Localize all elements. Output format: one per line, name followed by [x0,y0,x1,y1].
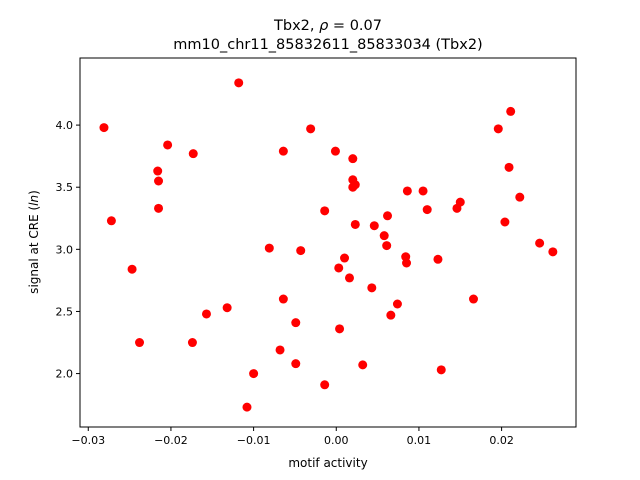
x-tick-label-4: 0.01 [407,434,432,447]
data-point-54 [500,217,510,227]
data-point-45 [402,186,412,196]
x-tick-label-3: 0.00 [324,434,349,447]
data-point-29 [344,273,354,283]
data-point-40 [383,211,393,221]
data-point-38 [379,231,389,241]
x-tick-label-5: 0.02 [489,434,514,447]
data-point-42 [392,299,402,309]
data-point-39 [382,241,392,251]
data-point-18 [278,294,288,304]
y-tick-label-1: 2.5 [56,305,74,318]
y-axis-label: signal at CRE (ln) [27,190,41,294]
data-point-36 [367,283,377,293]
data-point-16 [275,345,285,355]
data-point-9 [187,338,197,348]
data-point-58 [535,238,545,248]
data-point-53 [493,124,503,134]
data-point-59 [548,247,558,257]
data-point-22 [306,124,316,134]
data-point-33 [350,180,360,190]
x-tick-label-0: −0.03 [71,434,105,447]
data-point-34 [350,219,360,229]
data-point-8 [188,149,198,159]
data-point-7 [163,140,173,150]
x-axis: −0.03 −0.02 −0.01 0.00 0.01 0.02 [71,427,514,447]
y-axis-label-italic: ln [27,195,41,206]
y-axis-label-suffix: ) [27,190,41,195]
chart-title-suffix: = 0.07 [328,18,382,34]
data-point-6 [154,203,164,213]
data-point-20 [291,359,301,369]
data-point-26 [334,263,344,273]
data-point-28 [340,253,350,263]
data-point-0 [99,123,109,133]
chart-title-line1: Tbx2, ρ = 0.07 [273,18,382,34]
y-axis-label-prefix: signal at CRE ( [27,206,41,294]
data-point-21 [296,246,306,256]
data-point-15 [264,243,274,253]
data-point-14 [249,369,259,379]
data-point-48 [433,254,443,264]
data-point-23 [320,206,330,216]
data-point-5 [154,176,164,186]
data-point-35 [358,360,368,370]
data-point-27 [335,324,345,334]
data-point-51 [455,197,465,207]
data-point-2 [127,264,137,274]
chart-title-rho: ρ [319,18,329,34]
data-point-1 [106,216,116,226]
data-point-30 [348,154,358,164]
data-point-4 [153,166,163,176]
chart-title-line2: mm10_chr11_85832611_85833034 (Tbx2) [173,37,482,53]
data-point-47 [422,205,432,215]
data-point-37 [369,221,379,231]
data-point-19 [291,318,301,328]
y-tick-label-2: 3.0 [56,243,74,256]
data-point-56 [506,106,516,116]
data-point-44 [402,258,412,268]
y-tick-label-0: 2.0 [56,368,74,381]
data-point-49 [436,365,446,375]
data-point-46 [418,186,428,196]
data-point-11 [222,303,232,313]
data-point-10 [201,309,211,319]
y-tick-label-3: 3.5 [56,181,74,194]
x-axis-label: motif activity [288,456,367,470]
data-point-3 [135,338,145,348]
x-tick-label-2: −0.01 [237,434,271,447]
y-axis: 2.0 2.5 3.0 3.5 4.0 [56,119,80,381]
data-point-17 [278,146,288,156]
data-point-12 [234,78,244,88]
plot-area-frame [79,57,577,428]
data-point-41 [386,310,396,320]
data-point-24 [320,380,330,390]
data-point-25 [330,146,340,156]
x-tick-label-1: −0.02 [154,434,188,447]
data-points [99,78,558,412]
chart-title-prefix: Tbx2, [273,18,319,34]
data-point-52 [468,294,478,304]
data-point-55 [504,162,514,172]
y-tick-label-4: 4.0 [56,119,74,132]
data-point-13 [242,402,252,412]
data-point-57 [515,192,525,202]
